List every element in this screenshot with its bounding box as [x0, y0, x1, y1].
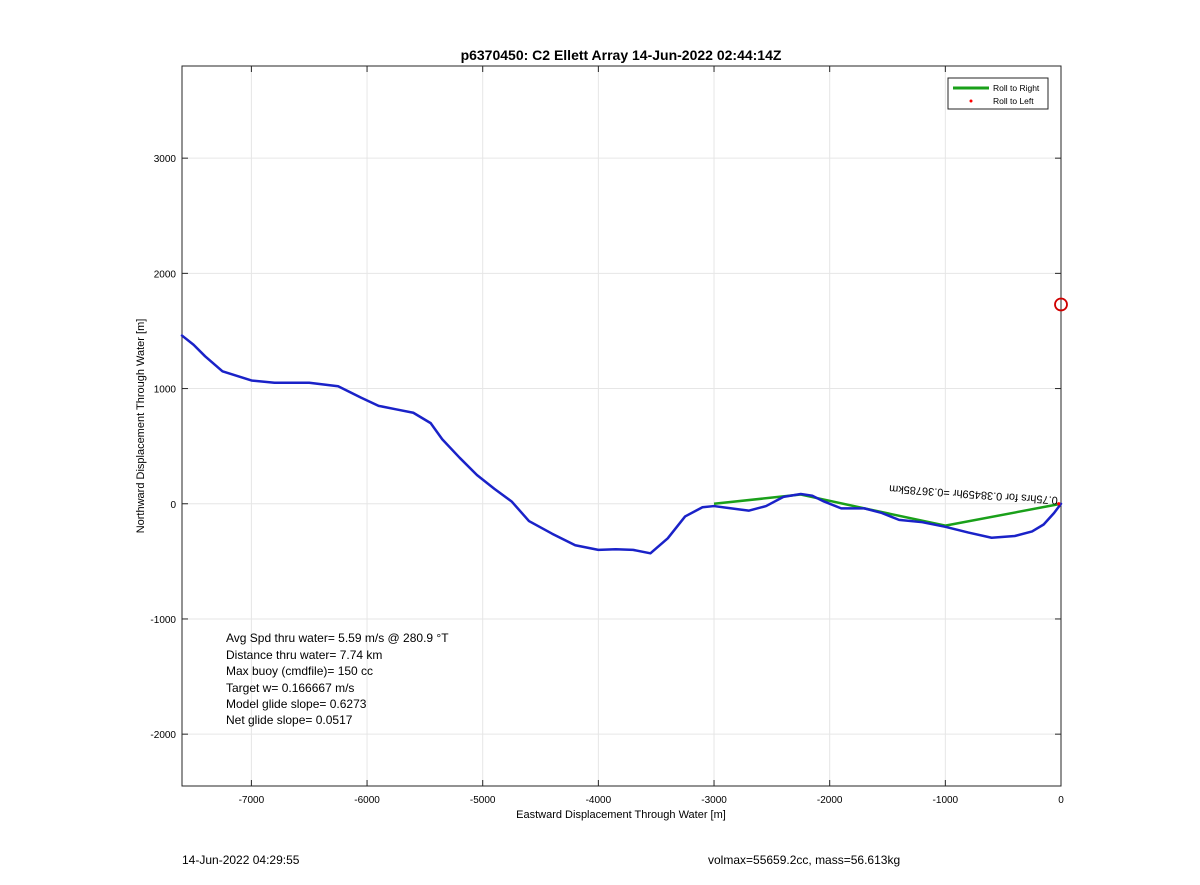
- target-marker: [1054, 297, 1068, 312]
- stats-annotations: Avg Spd thru water= 5.59 m/s @ 280.9 °T …: [226, 631, 449, 727]
- x-tick-label: -7000: [239, 795, 265, 806]
- x-tick-label: -3000: [701, 795, 727, 806]
- x-axis-label: Eastward Displacement Through Water [m]: [516, 809, 726, 821]
- plot-area-frame: [181, 65, 1062, 787]
- y-tick-label: 3000: [154, 154, 177, 165]
- y-tick-label: 0: [170, 500, 176, 511]
- series-point-roll-left: [1057, 502, 1061, 506]
- chart-title: p6370450: C2 Ellett Array 14-Jun-2022 02…: [461, 47, 782, 63]
- legend-label-roll-right: Roll to Right: [993, 83, 1040, 93]
- legend-swatch-roll-left: [969, 99, 973, 103]
- axis-ticks: -7000 -6000 -5000 -4000 -3000 -2000 -1000 0 -200…: [150, 66, 1064, 806]
- grid-lines: [182, 66, 1062, 786]
- x-tick-label: 0: [1058, 795, 1064, 806]
- legend-label-roll-left: Roll to Left: [993, 96, 1034, 106]
- stat-distance: Distance thru water= 7.74 km: [226, 648, 382, 662]
- x-tick-label: -1000: [933, 795, 959, 806]
- y-tick-label: -2000: [150, 730, 176, 741]
- series-line-track: [180, 334, 1063, 555]
- stat-max-buoy: Max buoy (cmdfile)= 150 cc: [226, 664, 373, 678]
- stat-avg-speed: Avg Spd thru water= 5.59 m/s @ 280.9 °T: [226, 631, 449, 645]
- y-tick-label: 1000: [154, 385, 177, 396]
- series-layer: [180, 297, 1068, 555]
- x-tick-label: -2000: [817, 795, 843, 806]
- stat-target-w: Target w= 0.166667 m/s: [226, 681, 354, 695]
- y-tick-label: 2000: [154, 269, 177, 280]
- stat-net-glide: Net glide slope= 0.0517: [226, 713, 353, 727]
- y-tick-label: -1000: [150, 615, 176, 626]
- stat-model-glide: Model glide slope= 0.6273: [226, 697, 367, 711]
- legend: Roll to Right Roll to Left: [947, 77, 1049, 110]
- x-tick-label: -5000: [470, 795, 496, 806]
- x-tick-label: -4000: [586, 795, 612, 806]
- legend-box: [947, 77, 1049, 110]
- x-tick-label: -6000: [354, 795, 380, 806]
- segment-annotation: 0.75hrs for 0.38459hr =0.36785km: [889, 482, 1059, 506]
- footer-summary: volmax=55659.2cc, mass=56.613kg: [708, 853, 901, 867]
- footer-timestamp: 14-Jun-2022 04:29:55: [182, 853, 300, 867]
- y-axis-label: Northward Displacement Through Water [m]: [135, 319, 147, 534]
